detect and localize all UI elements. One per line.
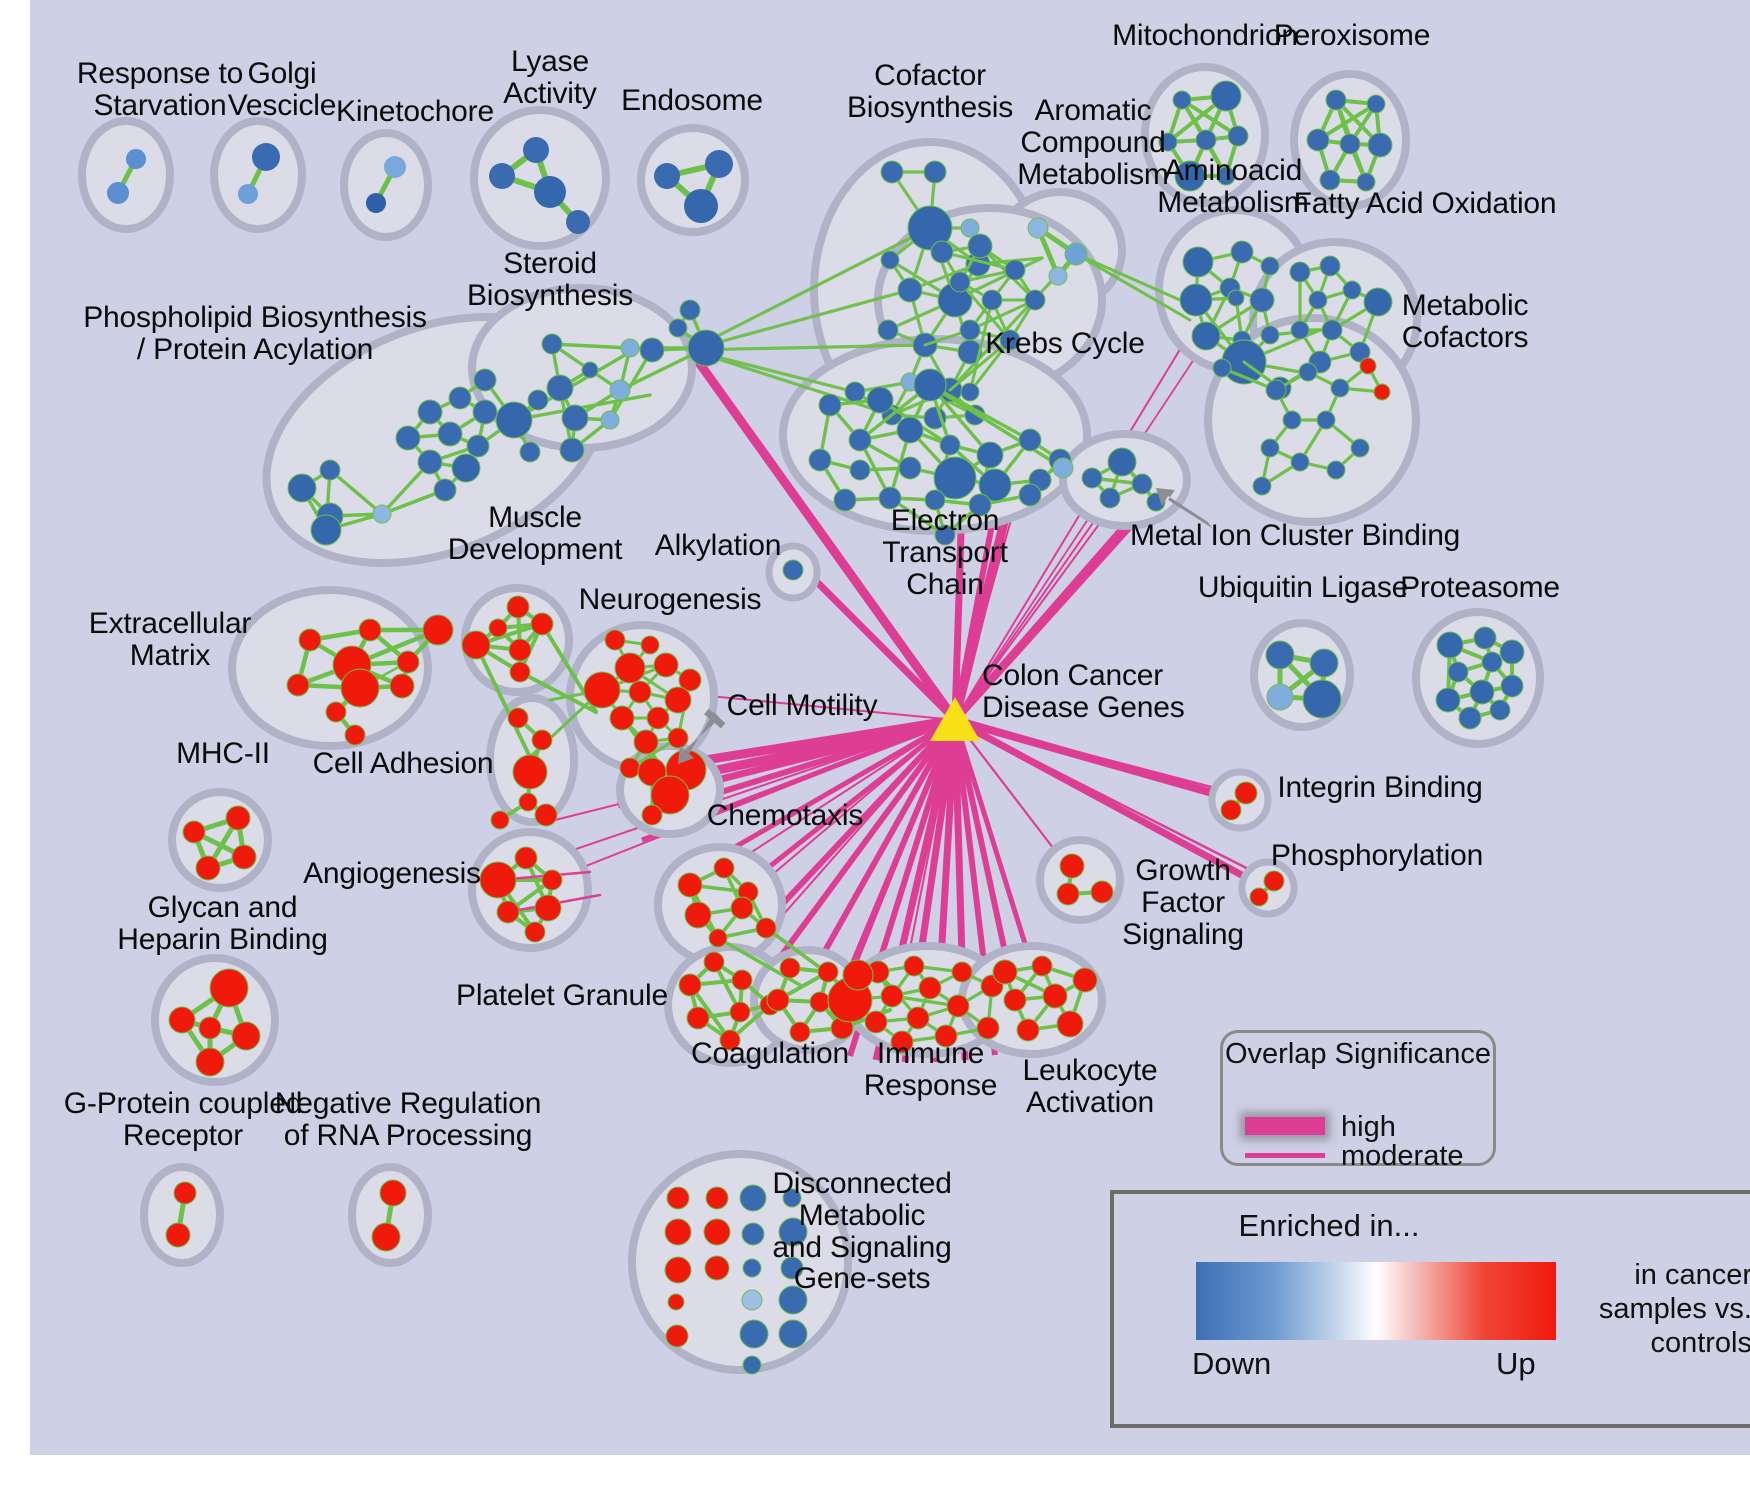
hub-node-colon-cancer-disease-genes xyxy=(930,697,980,741)
net-neurogenesis xyxy=(528,629,702,784)
legend-up-label: Up xyxy=(1496,1346,1536,1381)
net-kinetochore xyxy=(366,156,406,213)
net-alkylation xyxy=(782,559,804,581)
net-phospholipid-biosynthesis xyxy=(287,350,652,546)
legend-moderate-label: moderate xyxy=(1341,1140,1464,1172)
net-phosphorylation xyxy=(1249,870,1285,907)
net-mitochondrion xyxy=(1158,80,1249,192)
net-fatty-acid-oxidation xyxy=(1242,255,1393,400)
net-proteasome xyxy=(1435,626,1525,730)
net-lyase-activity xyxy=(489,137,590,234)
legend-enriched-title: Enriched in... xyxy=(1238,1208,1420,1243)
legend-moderate-swatch xyxy=(1245,1153,1325,1158)
net-ubiquitin-ligase xyxy=(1265,640,1342,719)
network-canvas: Response to Starvation Golgi Vescicle Ki… xyxy=(30,0,1750,1455)
legend-enriched-in: Enriched in... Down Up in cancer samples… xyxy=(1110,1190,1750,1428)
legend-color-gradient-bar xyxy=(1196,1262,1556,1340)
net-electron-transport-chain xyxy=(808,368,1074,546)
net-krebs-cycle xyxy=(923,233,1046,402)
net-aromatic-compound-metabolism xyxy=(1027,217,1192,322)
net-muscle-development xyxy=(461,595,598,759)
net-extracellular-matrix xyxy=(286,614,454,746)
legend-enriched-caption: in cancer samples vs. controls xyxy=(1598,1259,1750,1360)
legend-high-label: high xyxy=(1341,1111,1396,1143)
net-golgi-vescicle xyxy=(238,143,280,204)
net-platelet-granule xyxy=(678,951,781,1051)
net-metabolic-cofactors xyxy=(1212,357,1391,496)
net-cell-motility xyxy=(637,749,707,826)
legend-down-label: Down xyxy=(1192,1346,1272,1381)
cluster-layer xyxy=(78,63,1544,1375)
net-immune-response xyxy=(827,955,1004,1054)
net-glycan-heparin-binding xyxy=(168,968,261,1077)
net-mhc-ii xyxy=(182,805,257,881)
net-cell-adhesion xyxy=(490,707,558,830)
net-angiogenesis xyxy=(479,846,602,943)
net-response-to-starvation xyxy=(107,149,146,204)
net-metal-ion-cluster-binding xyxy=(1081,447,1166,512)
legend-overlap-title: Overlap Significance xyxy=(1225,1038,1491,1070)
net-g-protein-coupled-receptor xyxy=(165,1181,197,1248)
cluster-networks xyxy=(107,80,1525,1375)
net-growth-factor-signaling xyxy=(1056,853,1114,906)
net-aminoacid-metabolism xyxy=(1179,240,1322,385)
legend-high-swatch xyxy=(1245,1117,1325,1135)
net-leukocyte-activation xyxy=(992,955,1098,1042)
net-endosome xyxy=(654,150,733,223)
arrow-metal-ion-cluster-binding xyxy=(1156,488,1212,528)
legend-overlap-significance: Overlap Significance high moderate xyxy=(1220,1030,1496,1172)
net-integrin-binding xyxy=(1220,781,1258,821)
net-steroid-biosynthesis xyxy=(541,299,725,463)
net-disconnected-gene-sets xyxy=(664,1184,808,1375)
pointer-arrows xyxy=(678,488,1212,764)
arrow-cell-motility xyxy=(678,708,726,764)
net-negative-regulation-rna xyxy=(371,1179,407,1252)
net-peroxisome xyxy=(1306,89,1393,192)
